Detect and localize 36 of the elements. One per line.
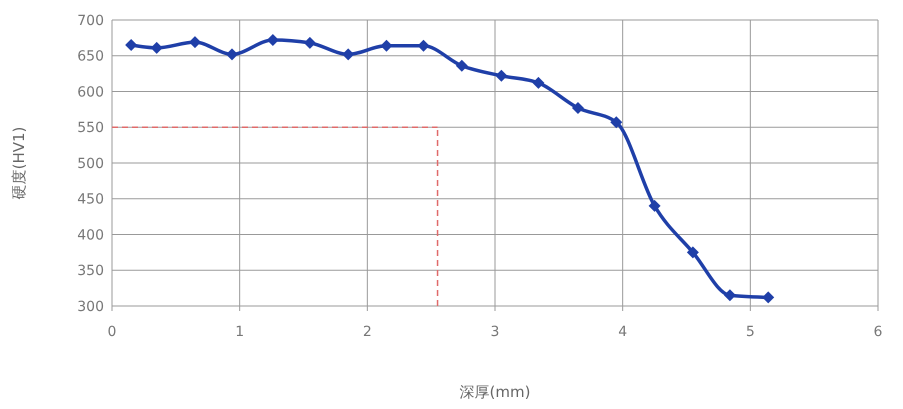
point: [724, 289, 736, 302]
y-tick-label: 500: [77, 156, 104, 172]
point: [418, 40, 430, 52]
point: [125, 39, 138, 52]
y-tick-label: 450: [77, 192, 104, 208]
y-tick-label: 600: [77, 84, 104, 100]
point: [342, 48, 354, 60]
y-axis-title: 硬度(HV1): [10, 126, 28, 200]
y-tick-label: 300: [77, 298, 104, 315]
x-axis-title: 深厚(mm): [460, 383, 530, 401]
point: [188, 36, 201, 48]
point: [380, 40, 392, 52]
point: [648, 200, 661, 212]
point: [532, 76, 544, 89]
point: [150, 42, 163, 54]
point: [572, 102, 584, 114]
point: [266, 34, 279, 46]
y-tick-label: 550: [77, 120, 104, 136]
y-tick-label: 400: [77, 227, 104, 244]
x-tick-label: 5: [746, 324, 755, 340]
point: [610, 116, 622, 128]
x-tick-label: 6: [874, 324, 883, 340]
point: [226, 48, 238, 60]
point: [686, 246, 699, 258]
point: [495, 70, 508, 82]
point: [762, 291, 774, 304]
point: [304, 36, 316, 49]
y-tick-label: 700: [77, 12, 104, 29]
x-tick-label: 4: [618, 324, 628, 340]
point: [456, 60, 468, 72]
x-tick-label: 2: [362, 324, 372, 340]
x-tick-label: 0: [108, 324, 116, 340]
x-tick-label: 1: [235, 324, 244, 340]
y-tick-label: 650: [77, 48, 104, 65]
y-tick-label: 350: [77, 263, 104, 280]
x-tick-label: 3: [490, 324, 500, 340]
